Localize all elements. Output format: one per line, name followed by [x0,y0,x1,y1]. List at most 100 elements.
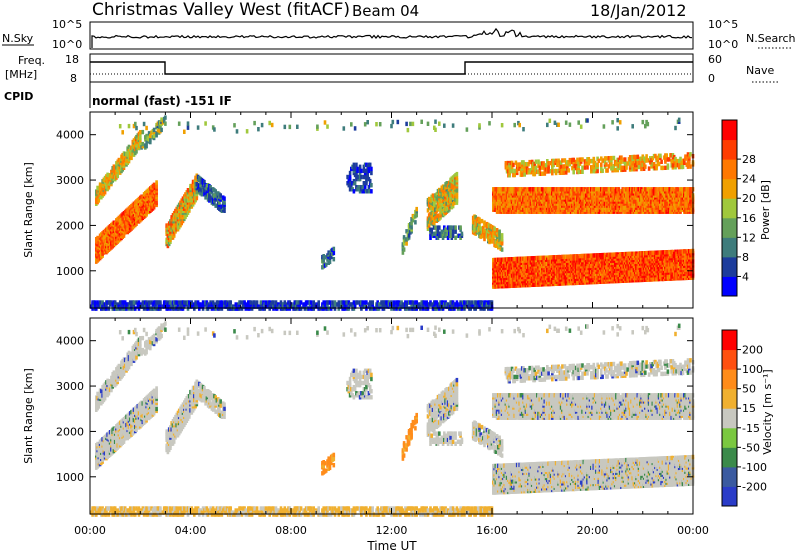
power-cell [324,262,328,267]
power-cell [500,247,504,252]
beam-title: Beam 04 [352,2,419,20]
power-cell [115,165,118,170]
power-cell [112,174,116,179]
power-cell [415,206,418,212]
power-cell [370,189,373,194]
power-cell [115,218,118,223]
power-cell [164,115,167,120]
power-cell [348,170,352,176]
nsky-label: N.Sky [2,32,34,45]
power-cell [358,172,362,178]
power-cell [110,222,113,228]
power-cell [203,192,206,197]
power-cell [117,166,121,171]
power-cell [346,174,349,180]
power-cell [415,213,418,218]
power-cell [97,198,101,203]
power-cell [370,166,373,172]
power-cell [204,195,207,200]
power-cell [459,235,462,240]
power-cell [368,162,372,167]
power-cell [410,221,413,226]
power-cell [453,200,456,206]
power-cell [332,246,336,252]
power-cell [451,229,455,234]
freq-trace [90,61,693,75]
power-cell [110,173,113,179]
power-cell [367,168,371,174]
power-cell [105,184,108,189]
power-cell [479,234,482,239]
power-cell [405,241,408,246]
power-cell [498,229,501,234]
power-cell [402,241,406,246]
power-cell [132,144,136,149]
power-cell [365,178,368,184]
power-cell [482,225,485,231]
power-cell [219,193,222,198]
power-cell [323,255,327,260]
power-cell [135,149,138,154]
power-cell [487,232,490,238]
freq-label: Freq. [18,54,45,67]
power-cell [200,192,204,197]
cpid-label: CPID [4,90,33,103]
power-cell [223,196,226,201]
station-title: Christmas Valley West (fitACF) [92,0,350,20]
power-cell [164,121,167,126]
power-cell [110,241,113,246]
power-cell [358,189,362,194]
power-cell [451,193,455,199]
power-cell [460,231,464,236]
power-cell [155,200,158,206]
power-cell [401,250,405,255]
power-cell [455,171,459,177]
power-cell [218,200,221,205]
power-cell [209,185,212,190]
power-cell [145,144,148,149]
power-cell [446,190,450,195]
power-cell [214,203,217,208]
power-cell [411,218,415,223]
power-cell [358,164,362,169]
power-cell [155,180,158,185]
nave-tick-top: 60 [708,53,722,66]
power-cell [208,192,211,197]
power-cell [407,233,411,238]
power-cell [438,225,441,230]
power-cell [455,176,459,181]
nsky-strip: N.Sky 10^5 10^0 10^5 10^0 N.Search [2,18,796,51]
power-cell [451,183,455,188]
power-cell [368,178,372,184]
power-cell [356,187,359,192]
cpid-text: normal (fast) -151 IF [92,94,232,108]
power-cell [430,227,433,232]
power-cell [152,133,156,139]
power-cell [141,141,145,147]
date-title: 18/Jan/2012 [590,1,687,20]
power-cell [402,235,406,240]
power-cell [410,225,413,230]
power-cell [407,229,411,234]
power-cell [112,242,116,248]
power-cell [355,162,358,167]
nave-tick-bottom: 0 [708,72,715,85]
power-cell [361,185,364,190]
power-cell [326,257,329,262]
power-cell [454,229,457,234]
power-cell [117,215,121,221]
power-cell [483,236,486,242]
power-cell [433,220,436,226]
power-cell [414,220,417,225]
power-cell [357,185,361,190]
power-cell [500,237,504,242]
power-cell [494,243,498,248]
power-cell [152,127,156,133]
power-cell [155,131,158,136]
power-cell [451,201,455,207]
power-cell [352,189,356,194]
power-cell [353,166,357,172]
nave-label: Nave [746,64,774,77]
power-cell [139,142,142,147]
power-cell [429,235,432,240]
